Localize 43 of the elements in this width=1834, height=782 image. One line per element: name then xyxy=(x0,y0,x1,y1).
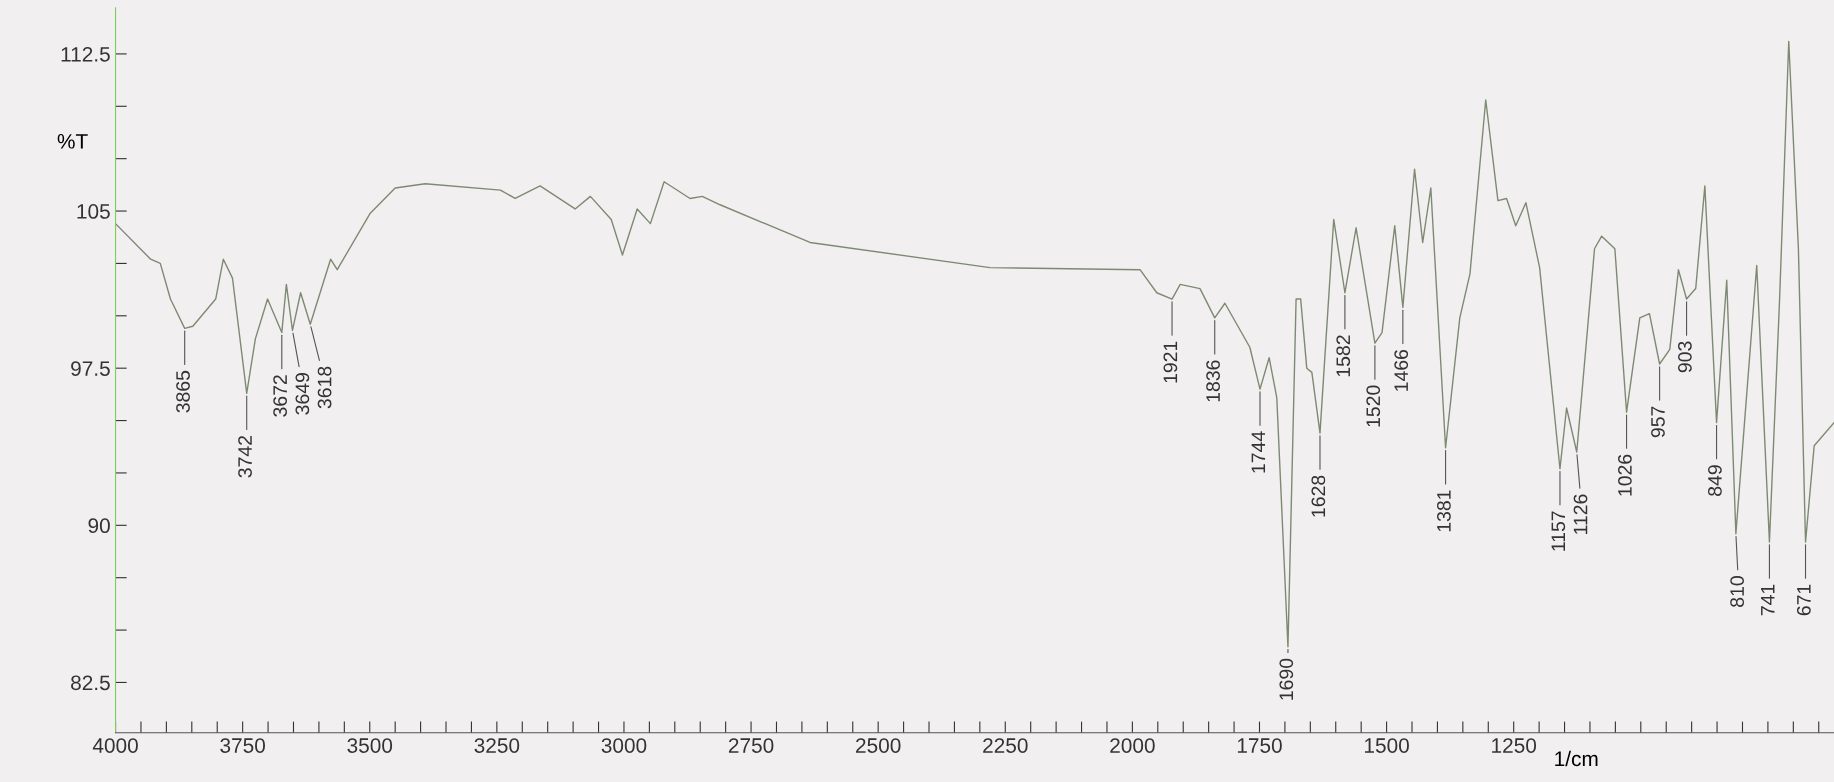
annotation: 3865 xyxy=(176,370,190,413)
x-tick-label: 3250 xyxy=(474,738,520,753)
annotation: 3649 xyxy=(295,373,310,415)
annotation: 1690 xyxy=(1279,658,1294,700)
annotation: 903 xyxy=(1678,341,1692,373)
x-tick-label: 3750 xyxy=(220,738,266,753)
annotation: 1381 xyxy=(1437,490,1451,532)
line-series xyxy=(115,40,1834,648)
y-tick-label: 97.5 xyxy=(71,361,110,376)
annotation: 1628 xyxy=(1311,475,1326,517)
annotation: 1744 xyxy=(1251,431,1266,473)
annotation: 1026 xyxy=(1618,454,1632,496)
annotation: 1466 xyxy=(1394,349,1409,391)
y-tick-label: 105 xyxy=(77,204,110,219)
x-tick-label: 1250 xyxy=(1492,738,1537,753)
x-tick-label: 2500 xyxy=(856,738,901,753)
y-tick-label: 82.5 xyxy=(71,675,110,691)
annotation: 1836 xyxy=(1206,360,1220,402)
annotation: 741 xyxy=(1761,584,1775,616)
x-tick-label: 1750 xyxy=(1237,738,1282,753)
x-tick-label: 3000 xyxy=(601,738,647,753)
annotation: 849 xyxy=(1708,465,1722,496)
annotation: 1921 xyxy=(1163,341,1178,383)
y-tick-label: 112.5 xyxy=(61,46,110,62)
x-tick-label: 2250 xyxy=(983,738,1028,753)
annotation: 3618 xyxy=(317,366,332,409)
annotation: 1520 xyxy=(1366,385,1381,427)
annotation: 3742 xyxy=(238,435,252,478)
annotation: 810 xyxy=(1730,576,1744,607)
x-tick-label: 2750 xyxy=(728,738,774,753)
x-tick-label: 2000 xyxy=(1110,738,1155,753)
annotation: 957 xyxy=(1651,406,1665,438)
annotation: 671 xyxy=(1796,584,1811,616)
annotation: 3672 xyxy=(273,375,288,417)
annotation: 1126 xyxy=(1573,494,1588,534)
annotation: 1157 xyxy=(1551,511,1566,551)
x-tick-label: 4000 xyxy=(92,738,138,753)
y-axis-title: %T xyxy=(57,134,88,149)
x-tick-label: 1500 xyxy=(1365,738,1409,753)
annotation: 1582 xyxy=(1336,335,1351,377)
x-tick-label: 3500 xyxy=(347,738,393,753)
x-axis-title: 1/cm xyxy=(1555,750,1598,767)
y-tick-label: 90 xyxy=(88,518,110,534)
